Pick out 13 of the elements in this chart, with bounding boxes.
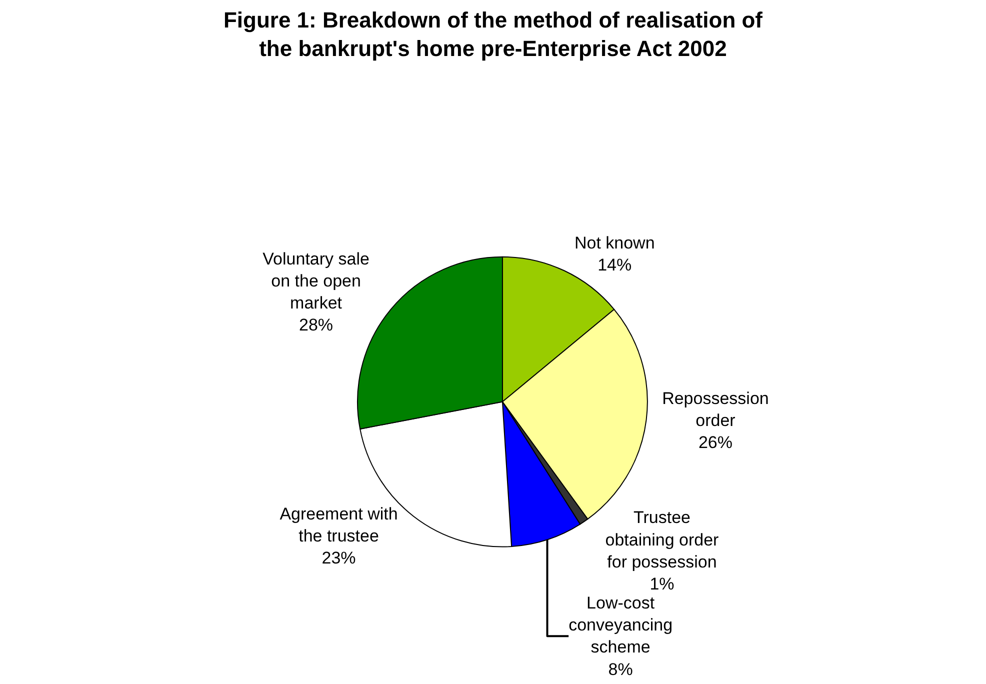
chart-title: Figure 1: Breakdown of the method of realisation of the bankrupt's home pre-Enterprise Act 2002 bbox=[223, 7, 764, 61]
data-label: 14% bbox=[598, 255, 632, 274]
slice-label: Low-cost conveyancing scheme bbox=[568, 594, 673, 657]
data-label: 1% bbox=[650, 574, 674, 594]
slice-label: Not known bbox=[574, 233, 655, 252]
slice-label: Repossession order bbox=[662, 388, 769, 430]
data-label: 8% bbox=[608, 660, 633, 679]
data-label: 26% bbox=[698, 433, 732, 452]
slice-label: Trustee obtaining order for possession bbox=[605, 508, 720, 572]
data-label: 23% bbox=[322, 548, 356, 568]
slice-label: Agreement with the trustee bbox=[280, 504, 398, 546]
data-label: 28% bbox=[299, 316, 334, 335]
slice-label: Voluntary sale on the open market bbox=[262, 249, 370, 313]
